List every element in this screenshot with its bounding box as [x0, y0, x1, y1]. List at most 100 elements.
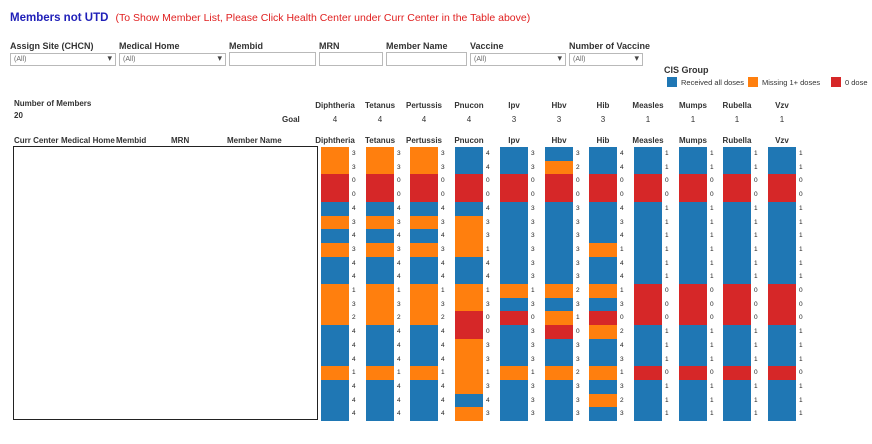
heatmap-cell[interactable]	[768, 311, 796, 326]
heatmap-cell[interactable]	[679, 147, 707, 162]
heatmap-cell[interactable]	[366, 256, 394, 271]
heatmap-cell[interactable]	[500, 311, 528, 326]
heatmap-cell[interactable]	[455, 311, 483, 326]
heatmap-cell[interactable]	[589, 352, 617, 367]
heatmap-cell[interactable]	[366, 270, 394, 285]
heatmap-cell[interactable]	[366, 366, 394, 381]
heatmap-cell[interactable]	[723, 325, 751, 340]
heatmap-cell[interactable]	[723, 242, 751, 257]
heatmap-cell[interactable]	[768, 256, 796, 271]
column-header-vzv[interactable]: Vzv	[775, 136, 789, 145]
heatmap-cell[interactable]	[410, 174, 438, 189]
heatmap-cell[interactable]	[768, 160, 796, 175]
heatmap-cell[interactable]	[366, 215, 394, 230]
column-header-tetanus[interactable]: Tetanus	[364, 136, 396, 145]
heatmap-cell[interactable]	[321, 174, 349, 189]
assign-site-select[interactable]: (All)	[10, 53, 116, 66]
heatmap-cell[interactable]	[545, 338, 573, 353]
heatmap-cell[interactable]	[366, 393, 394, 408]
heatmap-cell[interactable]	[723, 297, 751, 312]
heatmap-cell[interactable]	[545, 201, 573, 216]
heatmap-cell[interactable]	[455, 160, 483, 175]
heatmap-cell[interactable]	[634, 379, 662, 394]
heatmap-cell[interactable]	[723, 338, 751, 353]
col-mrn[interactable]: MRN	[171, 136, 190, 145]
heatmap-cell[interactable]	[545, 393, 573, 408]
heatmap-cell[interactable]	[500, 270, 528, 285]
heatmap-cell[interactable]	[589, 174, 617, 189]
heatmap-cell[interactable]	[321, 284, 349, 299]
heatmap-cell[interactable]	[545, 147, 573, 162]
heatmap-cell[interactable]	[500, 174, 528, 189]
heatmap-cell[interactable]	[545, 297, 573, 312]
heatmap-cell[interactable]	[634, 188, 662, 203]
column-header-hib[interactable]: Hib	[596, 136, 610, 145]
heatmap-cell[interactable]	[589, 366, 617, 381]
heatmap-cell[interactable]	[410, 256, 438, 271]
column-header-pertussis[interactable]: Pertussis	[405, 136, 443, 145]
heatmap-cell[interactable]	[321, 256, 349, 271]
heatmap-cell[interactable]	[723, 379, 751, 394]
heatmap-cell[interactable]	[321, 201, 349, 216]
heatmap-cell[interactable]	[410, 201, 438, 216]
heatmap-cell[interactable]	[634, 325, 662, 340]
heatmap-cell[interactable]	[500, 229, 528, 244]
legend-label-received[interactable]: Received all doses	[681, 78, 744, 87]
heatmap-cell[interactable]	[589, 311, 617, 326]
heatmap-cell[interactable]	[679, 379, 707, 394]
heatmap-cell[interactable]	[634, 201, 662, 216]
heatmap-cell[interactable]	[545, 160, 573, 175]
heatmap-cell[interactable]	[500, 256, 528, 271]
heatmap-cell[interactable]	[679, 325, 707, 340]
heatmap-cell[interactable]	[768, 379, 796, 394]
heatmap-cell[interactable]	[589, 188, 617, 203]
heatmap-cell[interactable]	[500, 297, 528, 312]
heatmap-cell[interactable]	[723, 393, 751, 408]
column-header-ipv[interactable]: Ipv	[508, 136, 520, 145]
heatmap-cell[interactable]	[679, 338, 707, 353]
heatmap-cell[interactable]	[723, 366, 751, 381]
heatmap-cell[interactable]	[500, 215, 528, 230]
heatmap-cell[interactable]	[455, 379, 483, 394]
heatmap-cell[interactable]	[410, 242, 438, 257]
heatmap-cell[interactable]	[545, 407, 573, 422]
heatmap-cell[interactable]	[321, 393, 349, 408]
column-header-pnucon[interactable]: Pnucon	[454, 136, 484, 145]
mrn-input[interactable]	[319, 52, 383, 66]
heatmap-cell[interactable]	[679, 215, 707, 230]
heatmap-cell[interactable]	[768, 188, 796, 203]
heatmap-cell[interactable]	[634, 242, 662, 257]
heatmap-cell[interactable]	[589, 297, 617, 312]
heatmap-cell[interactable]	[723, 407, 751, 422]
heatmap-cell[interactable]	[679, 188, 707, 203]
heatmap-cell[interactable]	[455, 352, 483, 367]
heatmap-cell[interactable]	[768, 147, 796, 162]
heatmap-cell[interactable]	[768, 215, 796, 230]
heatmap-cell[interactable]	[679, 160, 707, 175]
heatmap-cell[interactable]	[634, 366, 662, 381]
heatmap-cell[interactable]	[410, 366, 438, 381]
heatmap-cell[interactable]	[545, 174, 573, 189]
heatmap-cell[interactable]	[634, 311, 662, 326]
heatmap-cell[interactable]	[768, 352, 796, 367]
heatmap-cell[interactable]	[321, 311, 349, 326]
heatmap-cell[interactable]	[545, 215, 573, 230]
heatmap-cell[interactable]	[634, 284, 662, 299]
heatmap-cell[interactable]	[366, 147, 394, 162]
heatmap-cell[interactable]	[500, 147, 528, 162]
heatmap-cell[interactable]	[321, 147, 349, 162]
heatmap-cell[interactable]	[589, 229, 617, 244]
heatmap-cell[interactable]	[455, 188, 483, 203]
heatmap-cell[interactable]	[410, 379, 438, 394]
heatmap-cell[interactable]	[455, 256, 483, 271]
vaccine-select[interactable]: (All)	[470, 53, 566, 66]
heatmap-cell[interactable]	[455, 325, 483, 340]
heatmap-cell[interactable]	[366, 407, 394, 422]
heatmap-cell[interactable]	[500, 393, 528, 408]
heatmap-cell[interactable]	[589, 160, 617, 175]
heatmap-cell[interactable]	[500, 242, 528, 257]
heatmap-cell[interactable]	[723, 174, 751, 189]
heatmap-cell[interactable]	[723, 188, 751, 203]
column-header-diphtheria[interactable]: Diphtheria	[315, 136, 355, 145]
heatmap-cell[interactable]	[321, 215, 349, 230]
